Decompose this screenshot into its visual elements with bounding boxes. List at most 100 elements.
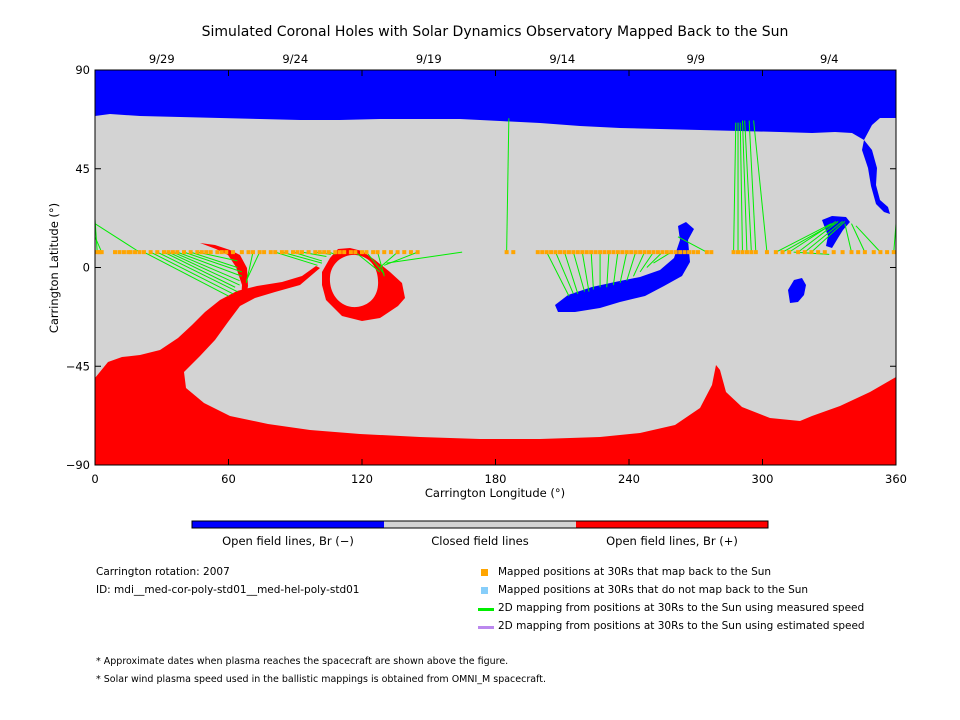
top-date-label: 9/24 xyxy=(282,52,308,66)
mapping-line-measured xyxy=(275,251,318,266)
footpoint-mapped xyxy=(219,250,224,255)
mapping-line-measured xyxy=(855,225,881,253)
legend-label: 2D mapping from positions at 30Rs to the… xyxy=(498,602,865,614)
footpoint-mapped xyxy=(575,250,580,255)
footpoint-mapped xyxy=(279,250,284,255)
footpoint-mapped xyxy=(262,250,267,255)
colorbar-labels: Open field lines, Br (−) Closed field lin… xyxy=(222,534,738,548)
footpoint-mapped xyxy=(885,250,890,255)
footpoint-mapped xyxy=(97,250,102,255)
footpoint-mapped xyxy=(764,250,769,255)
mapping-line-measured xyxy=(366,251,385,275)
note-dates: * Approximate dates when plasma reaches … xyxy=(96,656,509,667)
mapping-line-measured xyxy=(245,251,261,281)
footpoint-mapped xyxy=(862,250,867,255)
mapping-line-measured xyxy=(741,120,748,253)
footpoint-mapped xyxy=(128,250,133,255)
footpoint-mapped xyxy=(239,250,244,255)
footpoint-mapped xyxy=(687,250,692,255)
footpoint-mapped xyxy=(589,250,594,255)
footpoint-mapped xyxy=(388,250,393,255)
footpoint-mapped xyxy=(629,250,634,255)
footpoint-mapped xyxy=(611,250,616,255)
south-polar-hole xyxy=(95,266,896,465)
mapping-line-measured xyxy=(639,251,654,273)
mapping-line-measured xyxy=(851,223,866,253)
footpoint-mapped xyxy=(246,250,251,255)
legend-label: Mapped positions at 30Rs that map back t… xyxy=(498,566,772,578)
mapping-line-measured xyxy=(168,251,240,286)
footpoint-mapped xyxy=(773,250,778,255)
footpoint-mapped xyxy=(642,250,647,255)
footpoint-mapped xyxy=(602,250,607,255)
footpoint-mapped xyxy=(849,250,854,255)
note-speed-source: * Solar wind plasma speed used in the ba… xyxy=(96,674,546,685)
y-axis-label: Carrington Latitude (°) xyxy=(47,203,61,333)
y-axis: 90 45 0 −45 −90 xyxy=(66,63,896,472)
footpoint-mapped xyxy=(584,250,589,255)
legend-square-swatch xyxy=(481,587,488,594)
footpoint-mapped xyxy=(121,250,126,255)
footpoint-mapped xyxy=(704,250,709,255)
mapping-line-measured xyxy=(143,251,229,297)
footpoint-mapped xyxy=(511,250,516,255)
footpoint-mapped xyxy=(673,250,678,255)
footpoint-mapped xyxy=(535,250,540,255)
mapping-line-measured xyxy=(572,252,585,292)
plot-area xyxy=(95,70,896,465)
footpoint-mapped xyxy=(638,250,643,255)
footpoint-mapped xyxy=(780,250,785,255)
footpoint-mapped xyxy=(691,250,696,255)
footpoint-mapped xyxy=(615,250,620,255)
footpoint-mapped xyxy=(182,250,186,255)
footpoint-mapped xyxy=(230,250,235,255)
footpoint-mapped xyxy=(326,250,331,255)
top-date-label: 9/19 xyxy=(416,52,442,66)
footpoint-mapped xyxy=(787,250,792,255)
mapping-line-measured xyxy=(626,251,637,281)
mapping-line-measured xyxy=(733,122,737,253)
mapping-line-measured xyxy=(506,118,510,253)
mapping-line-measured xyxy=(555,251,574,295)
footpoint-mapped xyxy=(99,250,104,255)
legend-line-swatch xyxy=(478,626,494,629)
footpoints-group xyxy=(95,250,896,255)
mapping-line-measured xyxy=(183,251,243,273)
legend-label: Mapped positions at 30Rs that do not map… xyxy=(498,584,809,596)
colorbar-segment xyxy=(384,521,576,528)
footpoint-mapped xyxy=(348,250,353,255)
footpoint-mapped xyxy=(695,250,700,255)
mapping-line-measured xyxy=(804,221,843,253)
footpoint-mapped xyxy=(740,250,745,255)
footpoint-mapped xyxy=(731,250,736,255)
footpoint-mapped xyxy=(664,250,669,255)
equatorial-hole-negative xyxy=(555,222,694,312)
colorbar-segment xyxy=(192,521,384,528)
mid-hole-negative xyxy=(822,216,850,248)
footpoint-mapped xyxy=(822,250,827,255)
footpoint-mapped xyxy=(593,250,598,255)
footpoint-mapped xyxy=(166,250,171,255)
footpoint-mapped xyxy=(682,250,687,255)
mapping-line-measured xyxy=(355,251,381,273)
footpoint-mapped xyxy=(161,250,166,255)
x-tick-label: 120 xyxy=(351,472,373,486)
mapping-line-measured xyxy=(95,223,140,253)
mapping-line-measured xyxy=(788,220,837,253)
mapping-line-measured xyxy=(744,120,752,253)
footpoint-mapped xyxy=(678,250,683,255)
colorbar-label: Open field lines, Br (−) xyxy=(222,534,354,548)
footpoint-mapped xyxy=(856,250,861,255)
footpoint-mapped xyxy=(199,250,204,255)
footpoint-mapped xyxy=(155,250,160,255)
footpoint-mapped xyxy=(360,250,364,255)
mapping-line-measured xyxy=(157,251,238,293)
mapping-line-measured xyxy=(590,252,594,290)
footpoint-mapped xyxy=(753,250,758,255)
footpoint-mapped xyxy=(133,250,138,255)
y-tick-label: 90 xyxy=(75,63,90,77)
footpoint-mapped xyxy=(651,250,656,255)
footpoint-mapped xyxy=(284,250,289,255)
footpoint-mapped xyxy=(322,250,327,255)
footpoint-mapped xyxy=(744,250,749,255)
